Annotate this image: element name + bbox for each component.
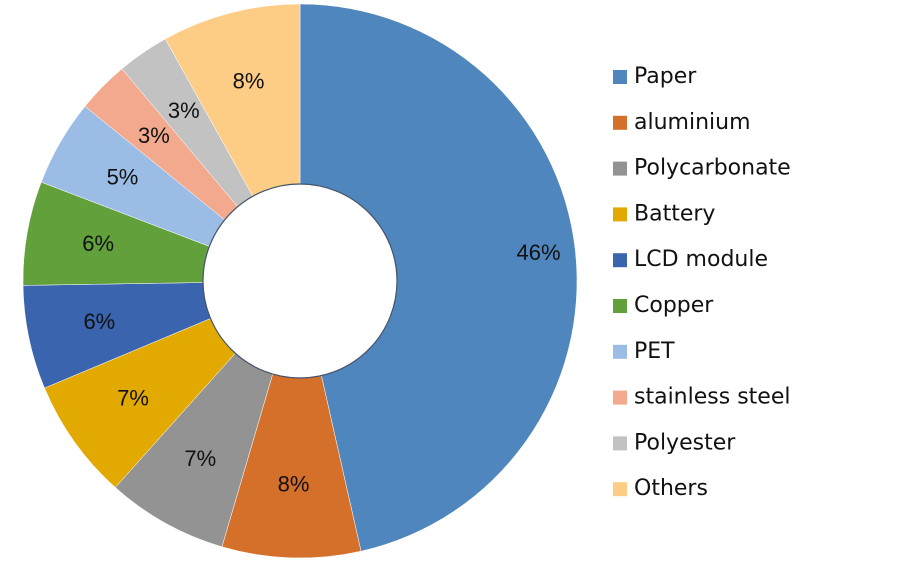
data-label: 3% xyxy=(138,123,170,148)
data-label: 8% xyxy=(278,472,310,497)
data-label: 7% xyxy=(117,386,149,411)
legend-swatch xyxy=(613,253,627,268)
data-label: 5% xyxy=(107,164,139,189)
legend-swatch xyxy=(613,299,627,313)
legend-swatch xyxy=(613,390,627,405)
legend-swatch xyxy=(613,482,627,497)
data-label: 6% xyxy=(82,231,114,256)
legend-label: stainless steel xyxy=(634,385,790,410)
legend-label: Battery xyxy=(634,201,715,226)
data-label: 3% xyxy=(168,98,200,123)
legend-label: PET xyxy=(634,339,675,364)
slice xyxy=(299,3,578,552)
legend-label: Polyester xyxy=(634,430,736,455)
data-label: 46% xyxy=(516,240,560,265)
slice xyxy=(221,280,362,559)
legend-swatch xyxy=(613,207,627,222)
data-label: 8% xyxy=(233,68,265,93)
legend-swatch xyxy=(613,161,627,176)
legend-label: LCD module xyxy=(634,247,768,272)
data-label: 7% xyxy=(184,446,216,471)
data-label: 6% xyxy=(83,309,115,334)
legend-swatch xyxy=(613,70,627,84)
donut-hole xyxy=(202,183,398,379)
legend-label: Copper xyxy=(634,293,714,318)
legend-swatch xyxy=(613,344,627,359)
legend-label: Others xyxy=(634,476,708,501)
legend-swatch xyxy=(613,115,627,130)
legend-label: Paper xyxy=(634,64,697,89)
legend-swatch xyxy=(613,436,627,451)
legend-label: Polycarbonate xyxy=(634,156,791,181)
legend-label: aluminium xyxy=(634,110,751,135)
